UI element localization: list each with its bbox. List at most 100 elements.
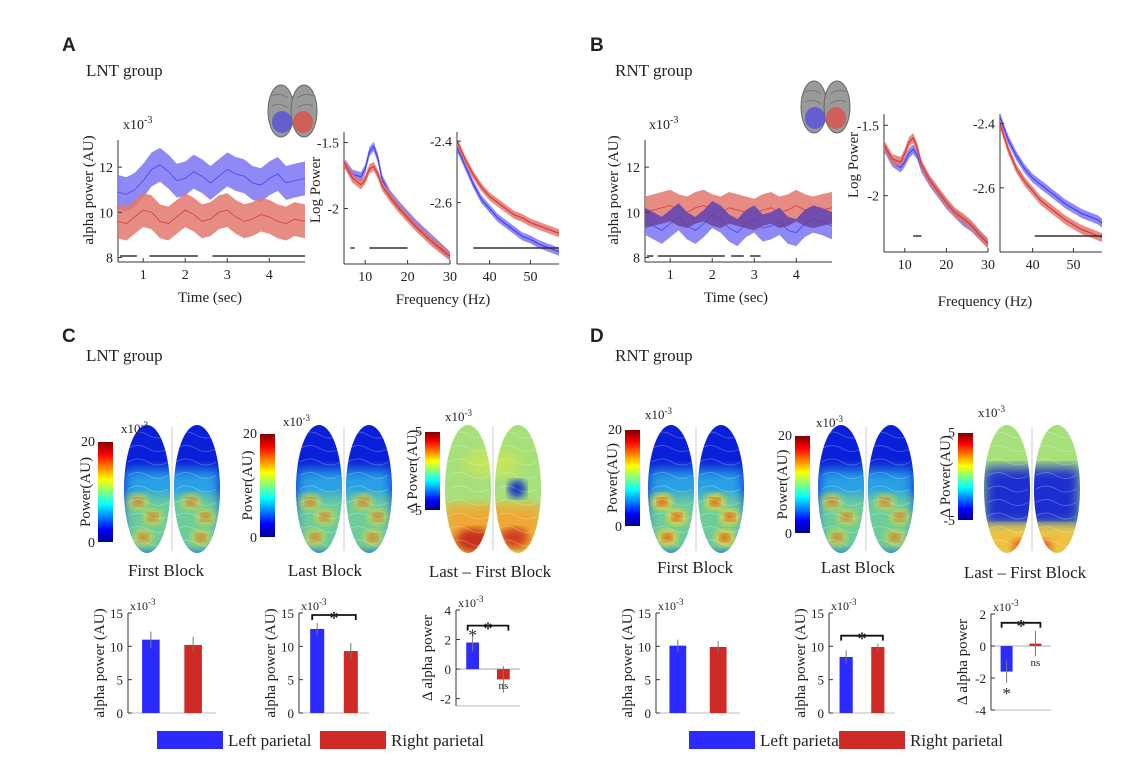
brain-core-5 (367, 533, 378, 542)
brain-gyrus-l-6 (821, 512, 863, 520)
brain-gyrus-l-2 (987, 458, 1029, 466)
brain-gyrus-l-3 (299, 472, 341, 479)
legend-c-right-swatch (320, 731, 386, 749)
B-time-xtick-1: 2 (709, 268, 716, 283)
brain-gyrus-r-2 (496, 458, 538, 466)
D-first-ytick-0: 0 (645, 706, 652, 721)
brain-gyrus-l-1 (651, 445, 693, 452)
brain-gyrus-l-6 (299, 512, 341, 520)
legend-c-left-label: Left parietal (228, 731, 312, 750)
brain-gyrus-r-4 (175, 485, 217, 493)
brain-gyrus-r-2 (1035, 458, 1077, 466)
B-spec-low-band-1 (884, 133, 988, 249)
brain-core-4 (662, 533, 673, 542)
A-spec-low-xtick-2: 30 (443, 270, 457, 285)
brain-core-0 (827, 497, 838, 506)
C-first-multiplier: x10-3 (130, 597, 156, 613)
mult-base: x10 (283, 414, 303, 429)
brain-gyrus-r-7 (869, 526, 911, 533)
mult-base: x10 (301, 599, 319, 613)
brain-gyrus-r-7 (699, 526, 741, 533)
brain-gyrus-l-7 (987, 526, 1029, 533)
C-first-ylabel: alpha power (AU) (92, 608, 108, 717)
D-last-ytick-2: 10 (811, 639, 824, 654)
mult-exp: -3 (676, 597, 684, 607)
B-spec-high-ytick-1: -2.6 (973, 182, 995, 197)
brain-red-right (500, 527, 529, 548)
A-spec-high-line-0 (456, 147, 560, 253)
brain-gyrus-l-5 (651, 499, 693, 506)
panel-c-letter: C (62, 326, 76, 347)
brain-gyrus-l-2 (448, 458, 490, 466)
colorbar-d-diff-min: -5 (943, 514, 955, 529)
B-time-xtick-2: 3 (751, 268, 758, 283)
a-log-ylabel: Log Power (308, 157, 324, 223)
colorbar-c-first-label: Power(AU) (78, 457, 94, 527)
A-spec-high-xtick-1: 50 (523, 270, 537, 285)
chart-b-spectrum-low: 10 20 30 -1.5 -2 (857, 114, 995, 273)
C-diff-ylabel: Δ alpha power (420, 615, 436, 701)
D-first-ytick-3: 15 (638, 606, 651, 621)
brain-gyrus-r-5 (175, 499, 217, 506)
brain-gyrus-r-6 (1035, 512, 1077, 520)
C-diff-comparison-bracket (466, 624, 510, 631)
brain-core-3 (200, 513, 211, 522)
mult-base: x10 (816, 415, 836, 430)
brain-icon-b (800, 80, 851, 134)
brain-gyrus-r-7 (175, 526, 217, 533)
caption-d-first: First Block (657, 558, 734, 577)
A-spec-low-ytick-0: -1.5 (317, 137, 339, 152)
brain-core-2 (710, 497, 721, 506)
brain-gyrus-r-6 (175, 512, 217, 520)
mult-base: x10 (978, 405, 998, 420)
brain-map-c3 (445, 425, 541, 553)
brain-core-4 (310, 533, 321, 542)
B-time-overlap (645, 201, 832, 231)
D-first-ytick-2: 10 (638, 639, 651, 654)
colorbar-d-last-min: 0 (785, 527, 792, 542)
brain-gyrus-r-4 (496, 485, 538, 493)
C-last-comparison-bracket (311, 614, 357, 620)
colorbar-d-diff (958, 433, 973, 520)
colorbar-c-diff-multiplier: x10-3 (445, 408, 472, 424)
C-diff-ytick-2: 2 (445, 633, 452, 648)
colorbar-c-last-max: 20 (243, 427, 257, 442)
brain-gyrus-r-1 (699, 445, 741, 452)
D-diff-comparison-bracket (1000, 621, 1042, 628)
brain-gyrus-l-6 (651, 512, 693, 520)
A-spec-low-line-1 (343, 162, 451, 257)
D-last-ylabel: alpha power (AU) (793, 608, 809, 717)
brain-gyrus-r-6 (699, 512, 741, 520)
A-time-line-0 (117, 164, 306, 195)
brain-gyrus-l-2 (651, 458, 693, 466)
colorbar-c-diff-label: Δ Power(AU) (405, 430, 421, 513)
brain-gyrus-r-4 (699, 485, 741, 493)
D-first-ytick-1: 5 (645, 673, 652, 688)
brain-gyrus-l-2 (299, 458, 341, 466)
brain-core-2 (358, 497, 369, 506)
brain-core-1 (147, 513, 158, 522)
b-time-xlabel: Time (sec) (704, 290, 768, 306)
brain-map-c2 (296, 425, 392, 553)
D-first-ylabel: alpha power (AU) (620, 608, 636, 717)
brain-gyrus-r-5 (869, 499, 911, 506)
chart-a-spectrum-low: 10 20 30 -1.5 -2 (317, 132, 457, 285)
brain-core-3 (724, 513, 735, 522)
chart-b-spectrum-high: 40 50 -2.4 -2.6 (973, 112, 1103, 273)
C-last-comparison-star: * (330, 608, 339, 628)
colorbar-c-diff (425, 432, 440, 510)
brain-gyrus-l-4 (651, 485, 693, 493)
brain-gyrus-r-3 (869, 472, 911, 479)
B-spec-low-xtick-1: 20 (939, 258, 953, 273)
brain-gyrus-l-3 (987, 472, 1029, 479)
brain-core-5 (889, 533, 900, 542)
brain-gyrus-l-5 (821, 499, 863, 506)
brain-core-1 (319, 513, 330, 522)
brain-gyrus-l-7 (299, 526, 341, 533)
legend-d-right-label: Right parietal (910, 731, 1003, 750)
brain-gyrus-r-3 (347, 472, 389, 479)
colorbar-c-last-multiplier: x10-3 (283, 413, 310, 429)
brain-gyrus-l-6 (987, 512, 1029, 520)
